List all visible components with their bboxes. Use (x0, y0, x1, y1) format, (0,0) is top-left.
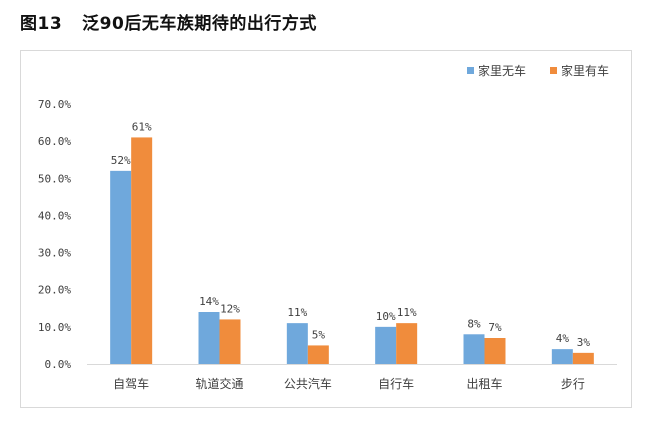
bar-series-1 (463, 334, 485, 364)
x-tick-label: 出租车 (466, 376, 502, 391)
bar-series-2 (572, 352, 594, 364)
x-tick-label: 自行车 (378, 376, 414, 391)
x-tick-label: 自驾车 (113, 376, 149, 391)
legend-item-series-2: 家里有车 (550, 62, 609, 79)
bar-series-1 (375, 326, 397, 364)
data-label-series-1: 14% (199, 295, 219, 308)
figure-title: 图13 泛90后无车族期待的出行方式 (20, 9, 317, 34)
y-tick-label: 20.0% (38, 284, 71, 297)
data-label-series-2: 12% (220, 302, 240, 315)
bar-series-2 (396, 323, 418, 364)
data-label-series-2: 7% (488, 321, 502, 334)
bar-series-1 (551, 349, 573, 364)
bar-series-2 (131, 137, 153, 364)
bar-series-1 (198, 312, 220, 364)
bar-series-1 (286, 323, 308, 364)
bar-series-2 (219, 319, 241, 364)
bar-series-1 (110, 170, 132, 364)
legend-item-series-1: 家里无车 (467, 62, 526, 79)
data-label-series-1: 52% (111, 154, 131, 167)
y-tick-label: 50.0% (38, 172, 71, 185)
data-label-series-1: 10% (376, 310, 396, 323)
y-tick-label: 30.0% (38, 247, 71, 260)
y-tick-label: 10.0% (38, 321, 71, 334)
legend-swatch-series-1 (467, 67, 474, 74)
legend-swatch-series-2 (550, 67, 557, 74)
data-label-series-2: 11% (397, 306, 417, 319)
legend-label-series-1: 家里无车 (478, 64, 527, 78)
x-tick-label: 公共汽车 (284, 376, 332, 391)
data-label-series-1: 11% (287, 306, 307, 319)
chart-frame (20, 50, 632, 408)
bar-series-2 (307, 345, 329, 364)
x-tick-label: 轨道交通 (195, 376, 243, 391)
y-tick-label: 0.0% (45, 358, 72, 371)
figure-title-text: 泛90后无车族期待的出行方式 (82, 14, 317, 34)
x-tick-label: 步行 (561, 377, 585, 391)
y-tick-label: 70.0% (38, 98, 71, 111)
bar-series-2 (484, 338, 506, 364)
y-tick-label: 40.0% (38, 209, 71, 222)
data-label-series-1: 8% (467, 317, 481, 330)
data-label-series-1: 4% (556, 332, 570, 345)
data-label-series-2: 3% (577, 336, 591, 349)
figure-number: 图13 (20, 14, 63, 34)
data-label-series-2: 61% (132, 120, 152, 133)
data-label-series-2: 5% (312, 328, 326, 341)
legend-label-series-2: 家里有车 (561, 64, 610, 78)
y-tick-label: 60.0% (38, 135, 71, 148)
